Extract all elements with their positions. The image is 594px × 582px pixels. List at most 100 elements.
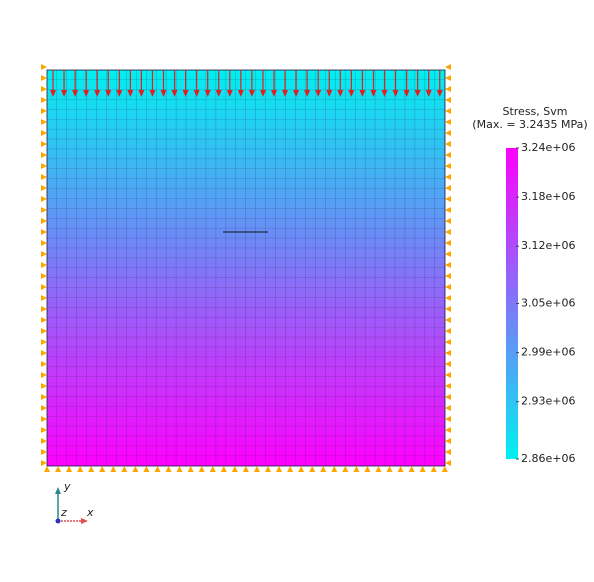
colorbar-tick-label: 3.12e+06 <box>521 239 575 252</box>
support-bottom <box>88 466 95 472</box>
support-bottom <box>364 466 371 472</box>
support-left <box>41 130 47 136</box>
mesh-model <box>46 69 446 467</box>
support-right <box>445 108 451 114</box>
support-right <box>445 361 451 367</box>
support-left <box>41 405 47 411</box>
load-arrow-head <box>193 90 200 97</box>
load-arrow-head <box>359 90 366 97</box>
load-arrow-head <box>204 90 211 97</box>
mesh-grid <box>46 69 446 467</box>
boundary-conditions <box>41 64 451 472</box>
load-arrow-head <box>127 90 134 97</box>
support-right <box>445 196 451 202</box>
support-bottom <box>342 466 349 472</box>
support-left <box>41 174 47 180</box>
support-bottom <box>287 466 294 472</box>
support-right <box>445 141 451 147</box>
support-right <box>445 174 451 180</box>
support-bottom <box>154 466 161 472</box>
support-right <box>445 416 451 422</box>
load-arrow-head <box>248 90 255 97</box>
support-bottom <box>331 466 338 472</box>
support-left <box>41 196 47 202</box>
support-left <box>41 350 47 356</box>
support-right <box>445 427 451 433</box>
support-right <box>445 229 451 235</box>
support-left <box>41 372 47 378</box>
load-arrow-head <box>414 90 421 97</box>
support-right <box>445 449 451 455</box>
support-bottom <box>231 466 238 472</box>
support-left <box>41 240 47 246</box>
support-right <box>445 119 451 125</box>
load-arrow-head <box>271 90 277 97</box>
support-right <box>445 273 451 279</box>
load-arrow-head <box>392 90 399 97</box>
support-left <box>41 262 47 268</box>
colorbar-subtitle: (Max. = 3.2435 MPa) <box>472 118 587 131</box>
load-arrow-head <box>403 90 410 97</box>
support-left <box>41 427 47 433</box>
support-left <box>41 383 47 389</box>
support-bottom <box>209 466 216 472</box>
support-bottom <box>143 466 150 472</box>
support-left <box>41 449 47 455</box>
support-left <box>41 141 47 147</box>
colorbar-title: Stress, Svm <box>502 105 567 118</box>
load-arrow-head <box>94 90 101 97</box>
support-right <box>445 152 451 158</box>
support-left <box>41 119 47 125</box>
support-left <box>41 295 47 301</box>
axes-triad: y z x <box>55 480 94 524</box>
support-right <box>445 251 451 257</box>
y-axis-label: y <box>63 480 71 493</box>
support-right <box>445 460 451 466</box>
support-left <box>41 251 47 257</box>
support-bottom <box>99 466 106 472</box>
support-bottom <box>176 466 183 472</box>
support-left <box>41 306 47 312</box>
support-left <box>41 416 47 422</box>
support-right <box>445 218 451 224</box>
load-arrow-head <box>116 90 123 97</box>
support-bottom <box>353 466 360 472</box>
support-bottom <box>276 466 283 472</box>
support-bottom <box>265 466 271 472</box>
colorbar-tick-label: 3.18e+06 <box>521 190 575 203</box>
load-arrow-head <box>50 90 56 97</box>
support-bottom <box>375 466 382 472</box>
load-arrow-head <box>237 90 244 97</box>
y-axis-head <box>55 487 61 494</box>
support-left <box>41 75 47 81</box>
support-bottom <box>55 466 62 472</box>
support-bottom <box>441 466 448 472</box>
support-left <box>41 207 47 213</box>
support-bottom <box>419 466 426 472</box>
load-arrow-head <box>61 90 68 97</box>
support-right <box>445 130 451 136</box>
load-arrow-head <box>282 90 289 97</box>
support-bottom <box>309 466 316 472</box>
support-bottom <box>165 466 172 472</box>
support-bottom <box>397 466 404 472</box>
load-arrow-head <box>337 90 344 97</box>
z-axis-dot <box>55 518 61 524</box>
support-right <box>445 405 451 411</box>
load-arrow-head <box>425 90 432 97</box>
colorbar-tick-label: 2.86e+06 <box>521 452 575 465</box>
load-arrow-head <box>381 90 388 97</box>
support-left <box>41 163 47 169</box>
load-arrow-head <box>105 90 112 97</box>
support-bottom <box>253 466 260 472</box>
support-left <box>41 64 47 70</box>
colorbar-tick-label: 2.93e+06 <box>521 395 575 408</box>
support-left <box>41 152 47 158</box>
support-bottom <box>187 466 194 472</box>
load-arrow-head <box>370 90 377 97</box>
support-right <box>445 317 451 323</box>
load-arrow-head <box>215 90 222 97</box>
support-left <box>41 273 47 279</box>
load-arrow-head <box>72 90 79 97</box>
support-left <box>41 328 47 334</box>
